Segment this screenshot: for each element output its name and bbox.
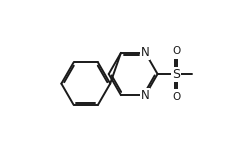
Text: O: O bbox=[172, 92, 180, 102]
Text: N: N bbox=[141, 46, 150, 59]
Text: S: S bbox=[172, 67, 180, 81]
Text: N: N bbox=[141, 89, 150, 102]
Text: O: O bbox=[172, 46, 180, 56]
